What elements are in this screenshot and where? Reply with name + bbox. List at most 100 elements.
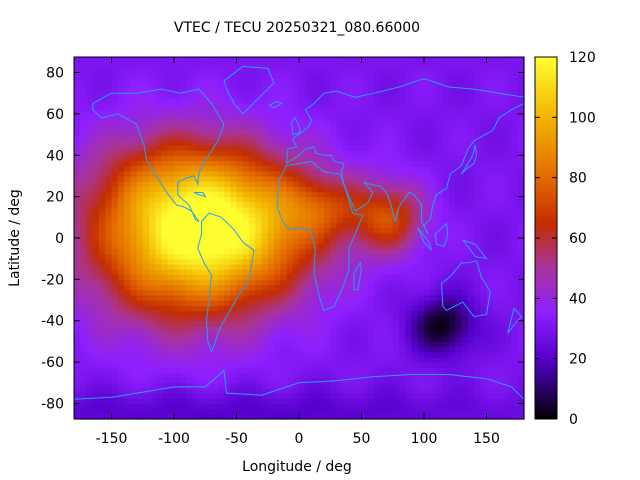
heatmap-cell bbox=[461, 144, 469, 151]
heatmap-cell bbox=[192, 129, 200, 136]
heatmap-cell bbox=[236, 67, 244, 74]
heatmap-cell bbox=[417, 377, 425, 384]
heatmap-cell bbox=[480, 232, 488, 239]
heatmap-cell bbox=[430, 103, 438, 110]
heatmap-cell bbox=[430, 377, 438, 384]
heatmap-cell bbox=[311, 72, 319, 79]
heatmap-cell bbox=[180, 232, 188, 239]
heatmap-cell bbox=[342, 113, 350, 120]
heatmap-cell bbox=[411, 82, 419, 89]
heatmap-cell bbox=[461, 134, 469, 141]
heatmap-cell bbox=[467, 222, 475, 229]
heatmap-cell bbox=[292, 331, 300, 337]
heatmap-cell bbox=[392, 160, 400, 167]
heatmap-cell bbox=[299, 362, 306, 368]
heatmap-cell bbox=[424, 356, 431, 363]
heatmap-cell bbox=[405, 325, 413, 332]
heatmap-cell bbox=[192, 356, 200, 363]
heatmap-cell bbox=[411, 206, 419, 213]
heatmap-cell bbox=[267, 119, 275, 125]
heatmap-cell bbox=[142, 57, 150, 63]
heatmap-cell bbox=[149, 310, 156, 317]
heatmap-cell bbox=[480, 134, 488, 141]
heatmap-cell bbox=[499, 150, 506, 156]
heatmap-cell bbox=[142, 227, 150, 234]
heatmap-cell bbox=[280, 181, 288, 187]
heatmap-cell bbox=[199, 196, 206, 203]
heatmap-cell bbox=[411, 356, 419, 363]
heatmap-cell bbox=[211, 346, 219, 353]
heatmap-cell bbox=[367, 186, 375, 193]
heatmap-cell bbox=[324, 181, 331, 187]
heatmap-cell bbox=[180, 222, 188, 229]
heatmap-cell bbox=[292, 248, 300, 255]
heatmap-cell bbox=[267, 191, 275, 198]
heatmap-cell bbox=[261, 201, 269, 208]
heatmap-cell bbox=[124, 253, 131, 260]
heatmap-cell bbox=[74, 206, 81, 213]
heatmap-cell bbox=[130, 160, 138, 167]
heatmap-cell bbox=[467, 88, 475, 94]
heatmap-cell bbox=[455, 119, 463, 125]
heatmap-cell bbox=[74, 320, 81, 327]
heatmap-cell bbox=[292, 212, 300, 218]
heatmap-cell bbox=[286, 279, 294, 286]
heatmap-cell bbox=[255, 305, 263, 311]
heatmap-cell bbox=[324, 119, 331, 125]
heatmap-cell bbox=[142, 67, 150, 74]
heatmap-cell bbox=[311, 367, 319, 374]
heatmap-cell bbox=[149, 377, 156, 384]
heatmap-cell bbox=[511, 119, 519, 125]
heatmap-cell bbox=[92, 356, 100, 363]
heatmap-cell bbox=[449, 72, 456, 79]
heatmap-cell bbox=[405, 356, 413, 363]
heatmap-cell bbox=[292, 144, 300, 151]
heatmap-cell bbox=[205, 253, 213, 260]
heatmap-cell bbox=[74, 82, 81, 89]
heatmap-cell bbox=[461, 119, 469, 125]
heatmap-cell bbox=[280, 367, 288, 374]
heatmap-cell bbox=[105, 201, 113, 208]
heatmap-cell bbox=[474, 62, 481, 68]
heatmap-cell bbox=[149, 408, 156, 415]
heatmap-cell bbox=[424, 403, 431, 410]
heatmap-cell bbox=[130, 284, 138, 291]
heatmap-cell bbox=[349, 67, 356, 74]
heatmap-cell bbox=[199, 279, 206, 286]
heatmap-cell bbox=[486, 67, 494, 74]
heatmap-cell bbox=[230, 258, 238, 265]
heatmap-cell bbox=[342, 258, 350, 265]
heatmap-cell bbox=[280, 269, 288, 275]
heatmap-cell bbox=[130, 325, 138, 332]
heatmap-cell bbox=[130, 232, 138, 239]
heatmap-cell bbox=[99, 300, 106, 306]
heatmap-cell bbox=[174, 367, 181, 374]
heatmap-cell bbox=[74, 227, 81, 234]
heatmap-cell bbox=[280, 103, 288, 110]
heatmap-cell bbox=[474, 113, 481, 120]
heatmap-cell bbox=[342, 325, 350, 332]
heatmap-cell bbox=[267, 57, 275, 63]
heatmap-cell bbox=[99, 367, 106, 374]
heatmap-cell bbox=[417, 336, 425, 343]
heatmap-cell bbox=[430, 181, 438, 187]
heatmap-cell bbox=[199, 294, 206, 301]
heatmap-cell bbox=[430, 305, 438, 311]
heatmap-cell bbox=[205, 243, 213, 249]
heatmap-cell bbox=[499, 398, 506, 405]
heatmap-cell bbox=[92, 155, 100, 162]
heatmap-cell bbox=[424, 175, 431, 182]
heatmap-cell bbox=[486, 393, 494, 399]
heatmap-cell bbox=[255, 387, 263, 394]
heatmap-cell bbox=[517, 377, 525, 384]
heatmap-cell bbox=[436, 98, 444, 105]
heatmap-cell bbox=[86, 253, 94, 260]
heatmap-cell bbox=[286, 103, 294, 110]
heatmap-cell bbox=[267, 67, 275, 74]
heatmap-cell bbox=[492, 269, 500, 275]
heatmap-cell bbox=[105, 150, 113, 156]
heatmap-cell bbox=[142, 372, 150, 379]
heatmap-cell bbox=[174, 227, 181, 234]
heatmap-cell bbox=[274, 134, 281, 141]
heatmap-cell bbox=[461, 113, 469, 120]
